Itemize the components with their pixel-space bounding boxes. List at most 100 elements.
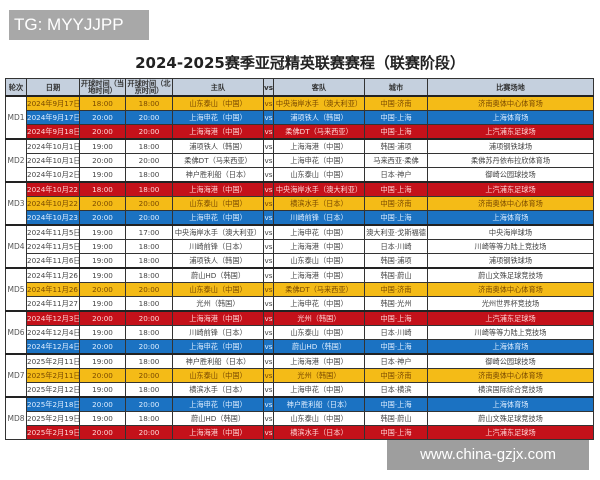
- home-team-cell: 上海申花（中国）: [172, 110, 264, 125]
- beijing-time-cell: 18:00: [125, 267, 173, 283]
- city-cell: 中国·上海: [364, 339, 428, 355]
- city-cell: 日本·神户: [364, 353, 428, 369]
- local-time-cell: 19:00: [79, 267, 126, 283]
- vs-cell: vs: [263, 267, 274, 283]
- home-team-cell: 上海海港（中国）: [172, 124, 264, 140]
- match-row: 2024年10月22日 20:00 20:00 山东泰山（中国） vs 横滨水手（日本）中…: [6, 196, 594, 211]
- home-team-cell: 上海海港（中国）: [172, 181, 264, 197]
- round-label: MD3: [5, 181, 27, 226]
- home-team-cell: 神户胜利船（日本）: [172, 353, 264, 369]
- vs-cell: vs: [263, 167, 274, 183]
- match-row: 2024年10月1日 20:00 20:00 柔佛DT（马来西亚） vs 上海申花（中国）…: [6, 153, 594, 168]
- round-label: MD4: [5, 224, 27, 269]
- away-team-cell: 中央海岸水手（澳大利亚）: [273, 181, 365, 197]
- away-team-cell: 浦项铁人（韩国）: [273, 110, 365, 125]
- venue-cell: 济南奥体中心体育场: [427, 196, 594, 211]
- venue-cell: 济南奥体中心体育场: [427, 95, 594, 111]
- match-row: 2025年2月11日 20:00 20:00 山东泰山（中国） vs 光州（韩国） 中国·济…: [6, 368, 594, 383]
- city-cell: 中国·济南: [364, 196, 428, 211]
- away-team-cell: 山东泰山（中国）: [273, 411, 365, 426]
- away-team-cell: 上海申花（中国）: [273, 382, 365, 398]
- venue-cell: 柔佛苏丹依布拉欣体育场: [427, 153, 594, 168]
- beijing-time-cell: 20:00: [125, 124, 173, 140]
- date-cell: 2025年2月11日: [26, 368, 80, 383]
- vs-cell: vs: [263, 396, 274, 412]
- venue-cell: 川崎等等力陆上竞技场: [427, 325, 594, 340]
- venue-cell: 济南奥体中心体育场: [427, 368, 594, 383]
- home-team-cell: 上海申花（中国）: [172, 339, 264, 355]
- city-cell: 马来西亚·柔佛: [364, 153, 428, 168]
- away-team-cell: 上海申花（中国）: [273, 153, 365, 168]
- home-team-cell: 光州（韩国）: [172, 296, 264, 312]
- local-time-cell: 19:00: [79, 382, 126, 398]
- date-cell: 2024年10月22日: [26, 196, 80, 211]
- date-cell: 2024年10月1日: [26, 153, 80, 168]
- date-cell: 2025年2月18日: [26, 396, 80, 412]
- away-team-cell: 光州（韩国）: [273, 310, 365, 326]
- vs-cell: vs: [263, 425, 274, 440]
- city-cell: 日本·神户: [364, 167, 428, 183]
- beijing-time-cell: 18:00: [125, 181, 173, 197]
- vs-cell: vs: [263, 124, 274, 140]
- vs-cell: vs: [263, 210, 274, 226]
- header-local-time: 开球时间（当地时间）: [79, 78, 126, 97]
- local-time-cell: 19:00: [79, 224, 126, 240]
- match-row: 2024年11月27日 19:00 18:00 光州（韩国） vs 上海申花（中国） 韩国·…: [6, 296, 594, 312]
- date-cell: 2025年2月11日: [26, 353, 80, 369]
- vs-cell: vs: [263, 138, 274, 154]
- city-cell: 中国·上海: [364, 124, 428, 140]
- away-team-cell: 蔚山HD（韩国）: [273, 339, 365, 355]
- away-team-cell: 上海海港（中国）: [273, 138, 365, 154]
- away-team-cell: 山东泰山（中国）: [273, 253, 365, 269]
- local-time-cell: 20:00: [79, 210, 126, 226]
- away-team-cell: 上海海港（中国）: [273, 239, 365, 254]
- date-cell: 2024年10月1日: [26, 138, 80, 154]
- vs-cell: vs: [263, 181, 274, 197]
- beijing-time-cell: 18:00: [125, 167, 173, 183]
- home-team-cell: 山东泰山（中国）: [172, 282, 264, 297]
- vs-cell: vs: [263, 224, 274, 240]
- local-time-cell: 18:00: [79, 181, 126, 197]
- local-time-cell: 19:00: [79, 325, 126, 340]
- match-row: MD5 2024年11月26日 19:00 18:00 蔚山HD（韩国） vs 上海海港（中…: [5, 267, 594, 312]
- venue-cell: 横滨国际综合竞技场: [427, 382, 594, 398]
- home-team-cell: 中央海岸水手（澳大利亚）: [172, 224, 264, 240]
- header-vs: vs: [263, 78, 274, 97]
- city-cell: 韩国·浦项: [364, 253, 428, 269]
- match-row: 2024年11月26日 20:00 20:00 山东泰山（中国） vs 柔佛DT（马来西亚…: [6, 282, 594, 297]
- match-row: 2025年2月19日 19:00 18:00 蔚山HD（韩国） vs 山东泰山（中国） 韩国…: [6, 411, 594, 426]
- local-time-cell: 20:00: [79, 396, 126, 412]
- venue-cell: 上汽浦东足球场: [427, 124, 594, 140]
- match-row: 2024年10月23日 20:00 20:00 上海申花（中国） vs 川崎前锋（日本）中…: [6, 210, 594, 226]
- beijing-time-cell: 20:00: [125, 368, 173, 383]
- home-team-cell: 山东泰山（中国）: [172, 368, 264, 383]
- vs-cell: vs: [263, 282, 274, 297]
- local-time-cell: 20:00: [79, 110, 126, 125]
- watermark-top: TG: MYYJJPP: [9, 10, 149, 40]
- round-label: MD8: [5, 396, 27, 440]
- beijing-time-cell: 18:00: [125, 382, 173, 398]
- match-row: 2024年11月6日 19:00 18:00 浦项铁人（韩国） vs 山东泰山（中国） 韩国…: [6, 253, 594, 269]
- date-cell: 2024年11月5日: [26, 224, 80, 240]
- city-cell: 中国·上海: [364, 310, 428, 326]
- city-cell: 日本·川崎: [364, 325, 428, 340]
- beijing-time-cell: 18:00: [125, 138, 173, 154]
- vs-cell: vs: [263, 196, 274, 211]
- home-team-cell: 上海海港（中国）: [172, 310, 264, 326]
- match-row: 2024年9月17日 20:00 20:00 上海申花（中国） vs 浦项铁人（韩国） 中国…: [6, 110, 594, 125]
- beijing-time-cell: 17:00: [125, 224, 173, 240]
- match-row: MD8 2025年2月18日 20:00 20:00 上海申花（中国） vs 神户胜利船（日…: [5, 396, 594, 440]
- match-row: 2024年10月2日 19:00 18:00 神户胜利船（日本） vs 山东泰山（中国）日…: [6, 167, 594, 183]
- local-time-cell: 20:00: [79, 153, 126, 168]
- venue-cell: 蔚山文殊足球竞技场: [427, 411, 594, 426]
- date-cell: 2024年9月18日: [26, 124, 80, 140]
- beijing-time-cell: 18:00: [125, 353, 173, 369]
- venue-cell: 蔚山文殊足球竞技场: [427, 267, 594, 283]
- date-cell: 2025年2月19日: [26, 411, 80, 426]
- match-row: MD6 2024年12月3日 20:00 20:00 上海海港（中国） vs 光州（韩国）中…: [5, 310, 594, 355]
- local-time-cell: 19:00: [79, 239, 126, 254]
- local-time-cell: 19:00: [79, 138, 126, 154]
- round-label: MD1: [5, 95, 27, 140]
- away-team-cell: 山东泰山（中国）: [273, 167, 365, 183]
- watermark-bottom: www.china-gzjx.com: [387, 440, 589, 470]
